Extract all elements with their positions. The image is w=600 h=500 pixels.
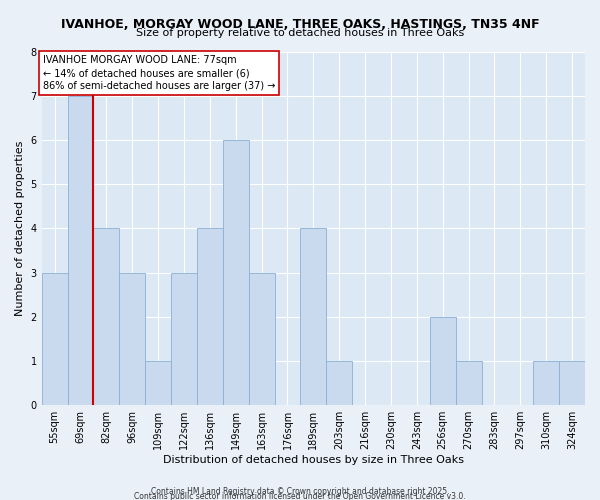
Bar (301, 228, 326, 405)
Text: Contains HM Land Registry data © Crown copyright and database right 2025.: Contains HM Land Registry data © Crown c… (151, 486, 449, 496)
Bar (68, 96, 94, 405)
Bar (171, 272, 197, 405)
Text: IVANHOE, MORGAY WOOD LANE, THREE OAKS, HASTINGS, TN35 4NF: IVANHOE, MORGAY WOOD LANE, THREE OAKS, H… (61, 18, 539, 30)
X-axis label: Distribution of detached houses by size in Three Oaks: Distribution of detached houses by size … (163, 455, 464, 465)
Bar (248, 272, 275, 405)
Bar (533, 361, 559, 405)
Bar (145, 361, 171, 405)
Bar (430, 317, 455, 405)
Bar (326, 361, 352, 405)
Y-axis label: Number of detached properties: Number of detached properties (15, 140, 25, 316)
Bar (559, 361, 585, 405)
Bar (455, 361, 482, 405)
Bar (197, 228, 223, 405)
Bar (41, 272, 68, 405)
Bar (223, 140, 248, 405)
Text: Contains public sector information licensed under the Open Government Licence v3: Contains public sector information licen… (134, 492, 466, 500)
Bar (94, 228, 119, 405)
Bar (119, 272, 145, 405)
Text: Size of property relative to detached houses in Three Oaks: Size of property relative to detached ho… (136, 28, 464, 38)
Text: IVANHOE MORGAY WOOD LANE: 77sqm
← 14% of detached houses are smaller (6)
86% of : IVANHOE MORGAY WOOD LANE: 77sqm ← 14% of… (43, 55, 275, 92)
